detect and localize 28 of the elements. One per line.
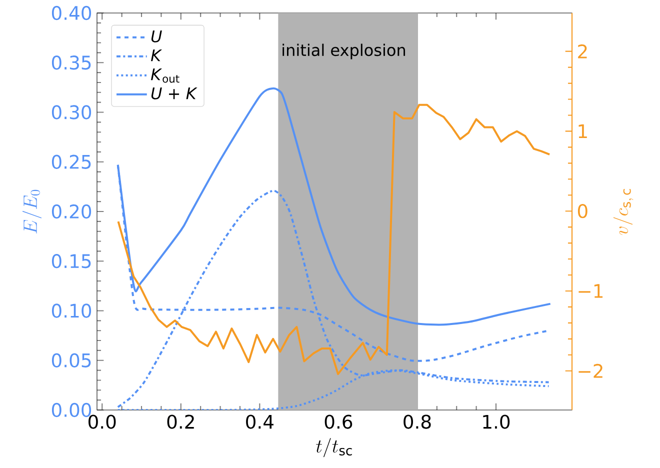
x-tick-label: 0.8 (404, 414, 431, 429)
y-tick-label: 0.00 (52, 402, 92, 418)
y-tick-label: 0.20 (52, 204, 92, 219)
legend-label: K$_{out}$ (150, 68, 180, 83)
y-axis-title: $E/E_{0}$ (22, 190, 42, 234)
x-tick-label: 1.0 (483, 414, 510, 429)
y2-tick-label: 0 (578, 204, 588, 218)
x-tick-label: 0.4 (246, 414, 274, 429)
legend-label: K (150, 50, 162, 62)
band-label: initial explosion (282, 44, 406, 60)
y2-tick-label: 1 (578, 124, 587, 138)
x-tick-label: 0.2 (167, 414, 194, 429)
y-tick-label: 0.40 (52, 6, 92, 20)
y-tick-label: 0.15 (52, 254, 91, 268)
y-tick-label: 0.10 (52, 304, 92, 318)
y2-tick-label: 2 (578, 44, 587, 58)
x-axis-title: $t/t_{\mathrm{sc}}$ (316, 438, 352, 458)
legend-label: U + K (151, 88, 198, 100)
x-tick-label: 0.0 (88, 414, 116, 429)
y-tick-label: 0.25 (52, 154, 91, 169)
y-tick-label: 0.30 (52, 105, 92, 120)
legend-label: U (151, 30, 162, 42)
y-tick-label: 0.05 (52, 353, 91, 368)
x-tick-label: 0.6 (324, 414, 352, 429)
y2-tick-label: −2 (578, 364, 602, 378)
y2-axis-title: $v/c_{\mathrm{s,\,c}}$ (613, 189, 634, 235)
y-tick-label: 0.35 (52, 56, 91, 70)
y2-tick-label: −1 (578, 284, 603, 298)
